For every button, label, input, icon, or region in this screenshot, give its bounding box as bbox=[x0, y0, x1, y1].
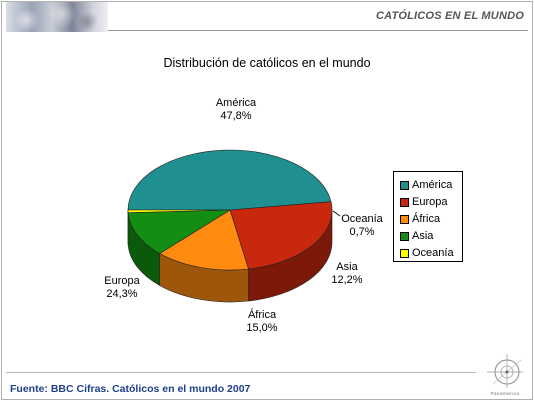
chart-title: Distribución de católicos en el mundo bbox=[163, 56, 371, 70]
pie-slice-asia bbox=[127, 209, 232, 254]
logo-text: Panamerica bbox=[490, 391, 520, 396]
legend-item-africa: África bbox=[400, 212, 440, 226]
legend-item-america: América bbox=[400, 178, 452, 192]
pie-leader-oceania bbox=[332, 210, 341, 217]
header-photo bbox=[6, 2, 108, 32]
pie-label-value-oceania: 0,7% bbox=[349, 226, 374, 238]
pie-label-name-asia: Asia bbox=[336, 261, 358, 273]
header-title: CATÓLICOS EN EL MUNDO bbox=[375, 10, 524, 22]
legend-label-africa: África bbox=[412, 213, 441, 225]
chart-legend: América Europa África Asia Oceanía bbox=[393, 171, 463, 262]
pie-slice-africa bbox=[159, 209, 249, 271]
pie-slice-europa bbox=[229, 201, 333, 270]
legend-item-asia: Asia bbox=[400, 229, 433, 243]
legend-swatch-oceania bbox=[400, 248, 409, 258]
legend-label-europa: Europa bbox=[412, 196, 448, 208]
footer-source: Fuente: BBC Cifras. Católicos en el mund… bbox=[10, 383, 251, 395]
legend-label-america: América bbox=[412, 179, 453, 191]
legend-swatch-america bbox=[400, 180, 409, 190]
panamerica-logo-icon bbox=[487, 354, 523, 388]
pie-depth bbox=[127, 209, 333, 303]
pie-label-name-africa: África bbox=[248, 308, 277, 321]
pie-label-name-europa: Europa bbox=[104, 275, 140, 287]
pie-slice-oceania bbox=[127, 209, 231, 213]
legend-swatch-asia bbox=[400, 231, 409, 241]
pie-label-value-asia: 12,2% bbox=[331, 274, 362, 286]
pie-slice-america bbox=[127, 149, 332, 211]
legend-item-europa: Europa bbox=[400, 195, 447, 209]
pie-label-value-europa: 24,3% bbox=[106, 288, 137, 300]
pie-label-name-america: América bbox=[216, 97, 257, 109]
legend-label-asia: Asia bbox=[412, 230, 434, 242]
pie-label-value-america: 47,8% bbox=[220, 110, 251, 122]
legend-swatch-europa bbox=[400, 197, 409, 207]
legend-item-oceania: Oceanía bbox=[400, 246, 454, 260]
legend-swatch-africa bbox=[400, 214, 409, 224]
header-divider bbox=[108, 30, 528, 31]
footer-divider bbox=[6, 372, 476, 373]
pie-label-value-africa: 15,0% bbox=[246, 322, 277, 334]
pie-label-name-oceania: Oceanía bbox=[341, 213, 383, 225]
legend-label-oceania: Oceanía bbox=[412, 247, 454, 259]
pie-top bbox=[127, 149, 333, 271]
